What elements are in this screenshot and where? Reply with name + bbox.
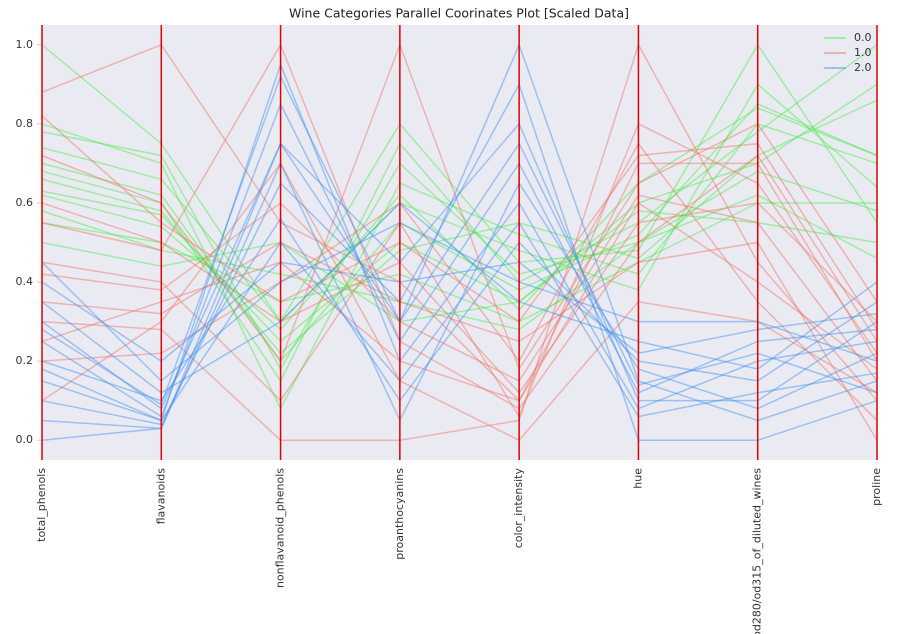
- data-line: [41, 83, 878, 343]
- chart-title: Wine Categories Parallel Coorinates Plot…: [289, 6, 629, 21]
- data-line: [41, 103, 878, 363]
- y-tick-label: 0.6: [16, 196, 34, 209]
- data-line: [41, 122, 878, 410]
- data-line: [41, 142, 878, 421]
- data-line: [41, 99, 878, 355]
- data-line: [41, 131, 878, 371]
- data-line: [41, 122, 878, 411]
- y-tick-label: 0.4: [16, 275, 34, 288]
- legend-label: 1.0: [854, 46, 872, 59]
- y-tick-label: 0.2: [16, 354, 34, 367]
- data-line: [41, 42, 878, 371]
- data-line: [41, 44, 878, 383]
- plot-area: [42, 25, 877, 460]
- data-line: [41, 62, 878, 422]
- axis-label: flavanoids: [154, 468, 167, 525]
- data-line: [41, 115, 878, 330]
- data-line: [41, 107, 878, 331]
- data-line: [41, 43, 878, 323]
- axis-label: proline: [870, 468, 883, 506]
- data-line: [41, 202, 878, 394]
- data-line: [41, 42, 878, 441]
- legend-label: 0.0: [854, 31, 872, 44]
- axis-label: nonflavanoid_phenols: [274, 468, 287, 588]
- data-line: [41, 221, 878, 382]
- data-line: [41, 202, 877, 323]
- y-tick-label: 1.0: [16, 38, 34, 51]
- data-line: [41, 161, 878, 430]
- data-line: [41, 43, 878, 410]
- data-line: [41, 194, 878, 382]
- data-line: [41, 241, 878, 441]
- data-line: [41, 201, 878, 394]
- data-line: [41, 83, 878, 323]
- data-line: [41, 194, 878, 331]
- data-line: [41, 221, 878, 422]
- axis-label: total_phenols: [35, 468, 48, 542]
- data-line: [41, 102, 878, 418]
- data-line: [41, 261, 878, 363]
- y-tick-label: 0.8: [16, 117, 34, 130]
- data-line: [41, 82, 878, 441]
- data-line: [41, 122, 878, 419]
- axis-label: color_intensity: [512, 468, 525, 549]
- data-line: [41, 210, 878, 323]
- axis-label: od280/od315_of_diluted_wines: [751, 468, 764, 634]
- data-line: [41, 74, 878, 406]
- data-line: [41, 217, 878, 402]
- data-line: [41, 42, 878, 441]
- axis-label: proanthocyanins: [393, 468, 406, 560]
- y-tick-label: 0.0: [16, 433, 34, 446]
- data-line: [41, 201, 878, 402]
- data-line: [41, 162, 878, 442]
- data-line: [41, 43, 878, 402]
- legend-label: 2.0: [854, 61, 872, 74]
- axis-label: hue: [631, 468, 644, 489]
